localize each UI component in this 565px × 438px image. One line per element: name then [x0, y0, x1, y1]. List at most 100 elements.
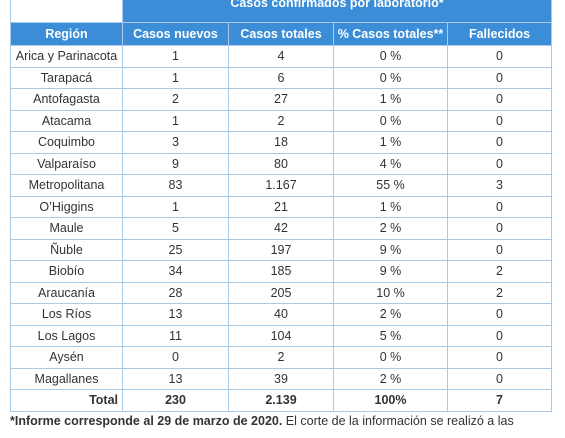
table-cell: 3 [122, 131, 229, 154]
table-cell: 0 [122, 346, 229, 369]
column-header: Casos totales [228, 22, 334, 46]
table-row: Coquimbo 3 18 1 % 0 [10, 131, 553, 154]
table-cell: Arica y Parinacota [10, 45, 123, 68]
table-cell: 2 [122, 88, 229, 111]
table-wrap: Casos confirmados por laboratorio* Regió… [10, 0, 553, 412]
blank-cell [10, 0, 123, 23]
table-cell: Tarapacá [10, 66, 123, 89]
table-cell: 13 [122, 367, 229, 390]
table-cell: 55 % [333, 174, 448, 197]
table-cell: 83 [122, 174, 229, 197]
table-cell: 4 % [333, 152, 448, 175]
table-cell: 0 [446, 131, 553, 154]
table-cell: 2 [228, 109, 334, 132]
table-cell: 9 % [333, 238, 448, 261]
table-cell: 3 [446, 174, 553, 197]
table-cell: 1 % [333, 131, 448, 154]
table-cell: 6 [228, 66, 334, 89]
table-row: Tarapacá 1 6 0 % 0 [10, 66, 553, 89]
table-row: Maule 5 42 2 % 0 [10, 217, 553, 240]
table-cell: 28 [122, 281, 229, 304]
table-cell: 2 % [333, 367, 448, 390]
table-cell: 1 [122, 66, 229, 89]
table-cell: 205 [228, 281, 334, 304]
table-cell: Coquimbo [10, 131, 123, 154]
table-title: Casos confirmados por laboratorio* [121, 0, 553, 23]
table-cell: 0 [446, 238, 553, 261]
table-row: Los Ríos 13 40 2 % 0 [10, 303, 553, 326]
table-cell: Los Ríos [10, 303, 123, 326]
table-row: Magallanes 13 39 2 % 0 [10, 367, 553, 390]
table-cell: 1.167 [228, 174, 334, 197]
table-row: Valparaíso 9 80 4 % 0 [10, 152, 553, 175]
footnote: *Informe corresponde al 29 de marzo de 2… [10, 414, 514, 428]
table-cell: 185 [228, 260, 334, 283]
table-cell: 0 [446, 367, 553, 390]
total-row: Total 230 2.139 100% 7 [10, 389, 553, 412]
table-cell: 10 % [333, 281, 448, 304]
table-cell: Los Lagos [10, 324, 123, 347]
column-header: % Casos totales** [333, 22, 448, 46]
table-cell: Antofagasta [10, 88, 123, 111]
table-cell: 0 [446, 346, 553, 369]
table-cell: Maule [10, 217, 123, 240]
table-cell: 2 [446, 281, 553, 304]
table-cell: 5 % [333, 324, 448, 347]
table-cell: Araucanía [10, 281, 123, 304]
table: Casos confirmados por laboratorio* Regió… [10, 0, 553, 412]
table-cell: 40 [228, 303, 334, 326]
table-cell: 2 [446, 260, 553, 283]
table-cell: 0 [446, 303, 553, 326]
table-cell: 197 [228, 238, 334, 261]
table-cell: 0 [446, 66, 553, 89]
table-row: Aysén 0 2 0 % 0 [10, 346, 553, 369]
footnote-bold: *Informe corresponde al 29 de marzo de 2… [10, 414, 283, 428]
table-cell: 1 % [333, 195, 448, 218]
table-cell: 42 [228, 217, 334, 240]
table-cell: Aysén [10, 346, 123, 369]
table-cell: 0 % [333, 66, 448, 89]
table-cell: O’Higgins [10, 195, 123, 218]
table-cell: Biobío [10, 260, 123, 283]
table-cell: 2 % [333, 303, 448, 326]
table-row: Araucanía 28 205 10 % 2 [10, 281, 553, 304]
table-cell: Ñuble [10, 238, 123, 261]
table-cell: 1 [122, 45, 229, 68]
table-cell: 34 [122, 260, 229, 283]
table-row: O’Higgins 1 21 1 % 0 [10, 195, 553, 218]
table-cell: 1 % [333, 88, 448, 111]
table-cell: 27 [228, 88, 334, 111]
table-cell: 1 [122, 109, 229, 132]
title-row: Casos confirmados por laboratorio* [10, 0, 553, 23]
table-cell: 2 % [333, 217, 448, 240]
table-cell: Valparaíso [10, 152, 123, 175]
table-row: Ñuble 25 197 9 % 0 [10, 238, 553, 261]
table-cell: 11 [122, 324, 229, 347]
table-cell: 18 [228, 131, 334, 154]
table-cell: 0 % [333, 45, 448, 68]
column-header: Fallecidos [446, 22, 553, 46]
footnote-text: El corte de la información se realizó a … [282, 414, 514, 428]
table-cell: 0 [446, 152, 553, 175]
total-cell: 2.139 [228, 389, 334, 412]
table-cell: 1 [122, 195, 229, 218]
table-cell: 104 [228, 324, 334, 347]
table-cell: 0 [446, 324, 553, 347]
table-cell: Metropolitana [10, 174, 123, 197]
table-cell: 2 [228, 346, 334, 369]
total-cell: 100% [333, 389, 448, 412]
table-cell: 25 [122, 238, 229, 261]
table-cell: 0 [446, 195, 553, 218]
table-cell: 4 [228, 45, 334, 68]
table-cell: 0 [446, 88, 553, 111]
table-row: Atacama 1 2 0 % 0 [10, 109, 553, 132]
table-cell: 0 [446, 109, 553, 132]
table-cell: 0 [446, 45, 553, 68]
table-row: Los Lagos 11 104 5 % 0 [10, 324, 553, 347]
table-cell: 39 [228, 367, 334, 390]
table-cell: 0 [446, 217, 553, 240]
table-cell: Magallanes [10, 367, 123, 390]
column-header: Región [10, 22, 123, 46]
header-row: Región Casos nuevos Casos totales% Casos t… [10, 22, 553, 46]
